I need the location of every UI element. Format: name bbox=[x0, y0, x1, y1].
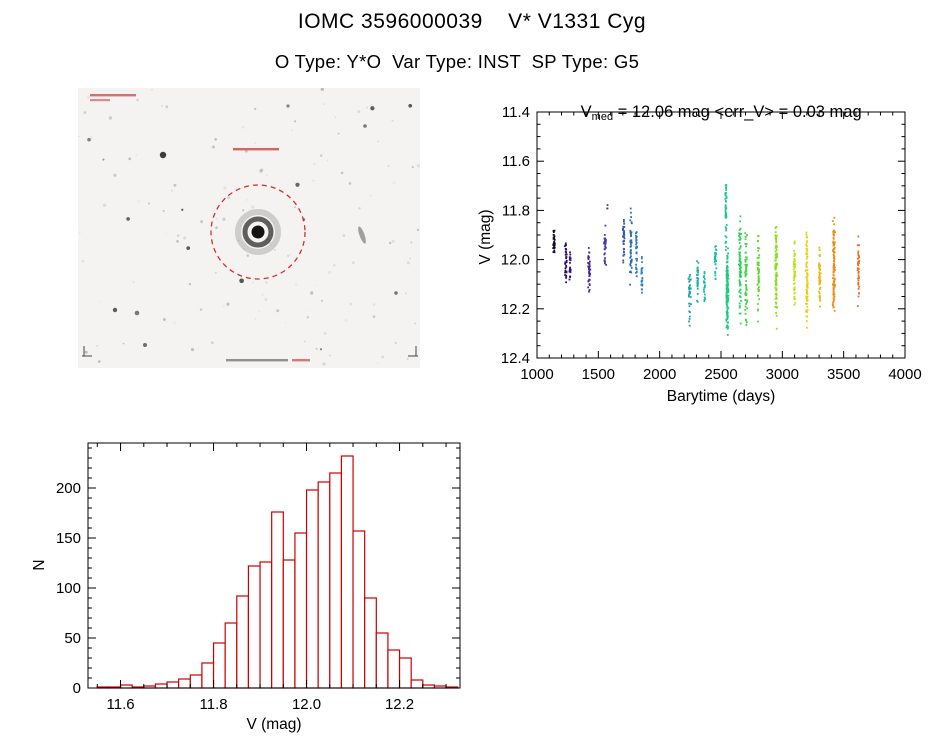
svg-text:11.8: 11.8 bbox=[200, 696, 228, 713]
svg-text:3000: 3000 bbox=[766, 366, 799, 383]
lightcurve-xlabel: Barytime (days) bbox=[666, 388, 776, 405]
starfield-noise bbox=[78, 88, 420, 366]
page-title: IOMC 3596000039 V* V1331 Cyg bbox=[297, 10, 647, 33]
svg-text:2500: 2500 bbox=[704, 366, 737, 383]
svg-text:11.6: 11.6 bbox=[502, 153, 530, 170]
lightcurve-tick-labels: 1000 1500 2000 2500 3000 3500 4000 11.4 11.6 11.8… bbox=[501, 104, 922, 383]
histogram-axes bbox=[87, 442, 461, 689]
target-marker-circle bbox=[210, 184, 306, 280]
galaxy-streak bbox=[358, 226, 366, 244]
svg-text:11.6: 11.6 bbox=[107, 696, 135, 713]
histogram-ylabel: N bbox=[31, 559, 48, 571]
lightcurve-plot: 1000 1500 2000 2500 3000 3500 4000 11.4 11.6 11.8… bbox=[501, 104, 922, 383]
svg-text:0: 0 bbox=[73, 680, 81, 697]
histogram-tick-labels: 11.6 11.8 12.0 12.2 0 50 100 150 200 bbox=[56, 480, 414, 713]
svg-text:12.2: 12.2 bbox=[501, 301, 530, 318]
corner-ticks bbox=[82, 346, 418, 357]
svg-text:12.0: 12.0 bbox=[501, 252, 530, 269]
scatter-points bbox=[552, 184, 861, 336]
svg-text:3500: 3500 bbox=[827, 366, 860, 383]
svg-text:4000: 4000 bbox=[888, 366, 921, 383]
field-stars bbox=[112, 104, 398, 347]
svg-text:12.0: 12.0 bbox=[292, 696, 321, 713]
finder-chart-image bbox=[78, 88, 420, 368]
annotation-marks bbox=[82, 94, 418, 362]
histogram-bars bbox=[96, 455, 459, 689]
svg-text:200: 200 bbox=[56, 480, 81, 497]
lightcurve-ylabel: V (mag) bbox=[477, 209, 494, 265]
lightcurve-title-subscript: med bbox=[591, 111, 614, 123]
svg-text:12.2: 12.2 bbox=[385, 696, 414, 713]
svg-text:100: 100 bbox=[56, 580, 81, 597]
svg-text:150: 150 bbox=[56, 530, 81, 547]
svg-text:11.4: 11.4 bbox=[502, 104, 530, 121]
lightcurve-axes bbox=[536, 111, 906, 359]
histogram-xlabel: V (mag) bbox=[246, 716, 302, 733]
svg-text:2000: 2000 bbox=[643, 366, 676, 383]
svg-text:12.4: 12.4 bbox=[501, 350, 530, 367]
histogram-plot: 11.6 11.8 12.0 12.2 0 50 100 150 200 bbox=[56, 442, 461, 713]
svg-text:11.8: 11.8 bbox=[502, 202, 530, 219]
svg-text:1000: 1000 bbox=[520, 366, 553, 383]
svg-text:1500: 1500 bbox=[582, 366, 615, 383]
svg-text:50: 50 bbox=[64, 630, 81, 647]
page-subtitle: O Type: Y*O Var Type: INST SP Type: G5 bbox=[274, 51, 640, 72]
target-star bbox=[235, 209, 281, 255]
